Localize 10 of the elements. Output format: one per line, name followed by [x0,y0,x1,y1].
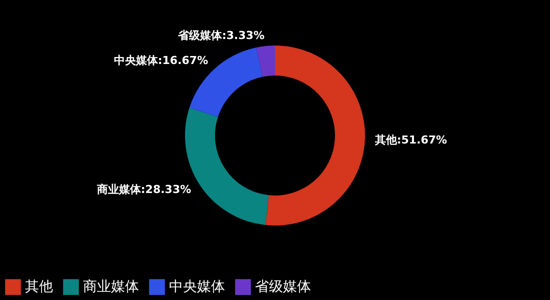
legend-label: 其他 [25,279,53,296]
legend-label: 中央媒体 [169,279,225,296]
legend-label: 商业媒体 [83,279,139,296]
legend-label: 省级媒体 [255,279,311,296]
donut-slice [256,46,275,77]
data-label: 省级媒体:3.33% [176,29,265,42]
donut-slice [266,46,365,226]
data-label: 中央媒体:16.67% [114,54,208,68]
data-label: 商业媒体:28.33% [96,182,192,196]
data-label: 其他:51.67% [374,134,448,147]
